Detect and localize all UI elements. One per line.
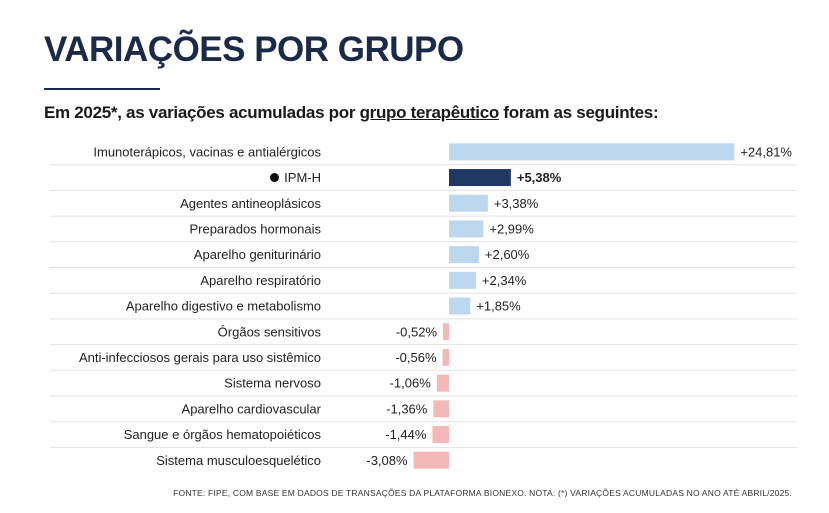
bar-aparelho-digestivo-e-metabolismo <box>449 297 471 315</box>
bar-ipm-h <box>449 169 511 187</box>
subtitle-text-end: foram as seguintes: <box>498 103 659 122</box>
category-label-sangue-e-orgaos-hematopoieticos: Sangue e órgãos hematopoiéticos <box>124 427 322 442</box>
highlight-dot-icon <box>270 173 279 183</box>
bar-aparelho-cardiovascular <box>433 400 449 418</box>
category-label-imunoterapicos-vacinas-e-antialergicos: Imunoterápicos, vacinas e antialérgicos <box>93 144 321 159</box>
bar-sistema-musculoesqueletico <box>413 451 449 469</box>
category-label-aparelho-respiratorio: Aparelho respiratório <box>200 273 321 288</box>
value-label-anti-infecciosos-gerais-para-uso-sistemico: -0,56% <box>395 350 437 365</box>
title-underline <box>44 88 160 90</box>
bar-orgaos-sensitivos <box>443 323 449 341</box>
bar-sangue-e-orgaos-hematopoieticos <box>432 426 449 444</box>
subtitle-link: grupo terapêutico <box>359 103 500 122</box>
bar-aparelho-geniturinario <box>449 246 479 264</box>
source-note: FONTE: FIPE, COM BASE EM DADOS DE TRANSA… <box>173 488 792 498</box>
value-label-ipm-h: +5,38% <box>517 170 562 185</box>
category-label-preparados-hormonais: Preparados hormonais <box>189 221 321 236</box>
category-label-anti-infecciosos-gerais-para-uso-sistemico: Anti-infecciosos gerais para uso sistêmi… <box>79 350 321 365</box>
category-label-ipm-h: IPM-H <box>284 170 321 185</box>
value-label-sangue-e-orgaos-hematopoieticos: -1,44% <box>385 427 427 442</box>
chart-subtitle: Em 2025*, as variações acumuladas por gr… <box>44 103 659 123</box>
value-label-aparelho-geniturinario: +2,60% <box>485 247 530 262</box>
category-label-aparelho-geniturinario: Aparelho geniturinário <box>194 247 321 262</box>
category-label-orgaos-sensitivos: Órgãos sensitivos <box>218 324 322 339</box>
value-label-sistema-nervoso: -1,06% <box>390 376 432 391</box>
value-label-aparelho-respiratorio: +2,34% <box>482 273 527 288</box>
bar-preparados-hormonais <box>449 220 484 238</box>
category-label-agentes-antineoplasicos: Agentes antineoplásicos <box>180 196 321 211</box>
value-label-orgaos-sensitivos: -0,52% <box>396 324 438 339</box>
bar-anti-infecciosos-gerais-para-uso-sistemico <box>442 348 449 366</box>
bar-aparelho-respiratorio <box>449 271 476 289</box>
category-label-aparelho-digestivo-e-metabolismo: Aparelho digestivo e metabolismo <box>126 299 321 314</box>
value-label-preparados-hormonais: +2,99% <box>489 221 534 236</box>
bar-agentes-antineoplasicos <box>449 194 488 212</box>
value-label-agentes-antineoplasicos: +3,38% <box>494 196 539 211</box>
category-label-aparelho-cardiovascular: Aparelho cardiovascular <box>182 401 322 416</box>
category-label-sistema-musculoesqueletico: Sistema musculoesquelético <box>156 453 321 468</box>
bar-sistema-nervoso <box>436 374 449 392</box>
value-label-aparelho-digestivo-e-metabolismo: +1,85% <box>476 299 521 314</box>
page-title: VARIAÇÕES POR GRUPO <box>44 30 464 69</box>
value-label-sistema-musculoesqueletico: -3,08% <box>366 453 408 468</box>
category-label-sistema-nervoso: Sistema nervoso <box>224 376 321 391</box>
value-label-aparelho-cardiovascular: -1,36% <box>386 401 428 416</box>
bar-imunoterapicos-vacinas-e-antialergicos <box>449 143 735 161</box>
value-label-imunoterapicos-vacinas-e-antialergicos: +24,81% <box>740 144 792 159</box>
subtitle-text-start: Em 2025*, as variações acumuladas por <box>44 103 360 122</box>
